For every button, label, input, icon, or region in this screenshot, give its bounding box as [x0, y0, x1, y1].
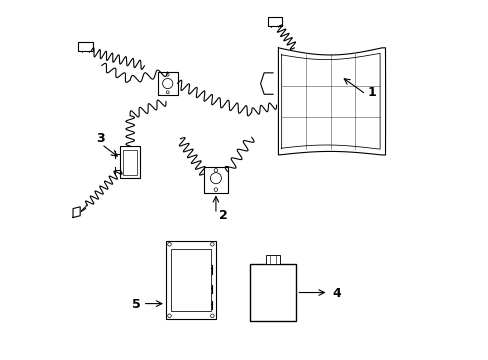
Text: 1: 1: [367, 86, 376, 99]
Bar: [204, 167, 227, 193]
Text: 2: 2: [219, 209, 228, 222]
Bar: [171, 249, 210, 311]
Polygon shape: [73, 207, 80, 217]
Bar: [265, 255, 280, 264]
Bar: [165, 241, 216, 319]
Bar: [158, 72, 177, 95]
Text: 4: 4: [331, 287, 340, 300]
Bar: [78, 41, 93, 50]
Text: 3: 3: [96, 132, 104, 145]
Text: 5: 5: [132, 298, 141, 311]
Bar: [249, 264, 296, 321]
Bar: [267, 17, 282, 26]
Bar: [120, 146, 140, 178]
Bar: [123, 150, 137, 175]
